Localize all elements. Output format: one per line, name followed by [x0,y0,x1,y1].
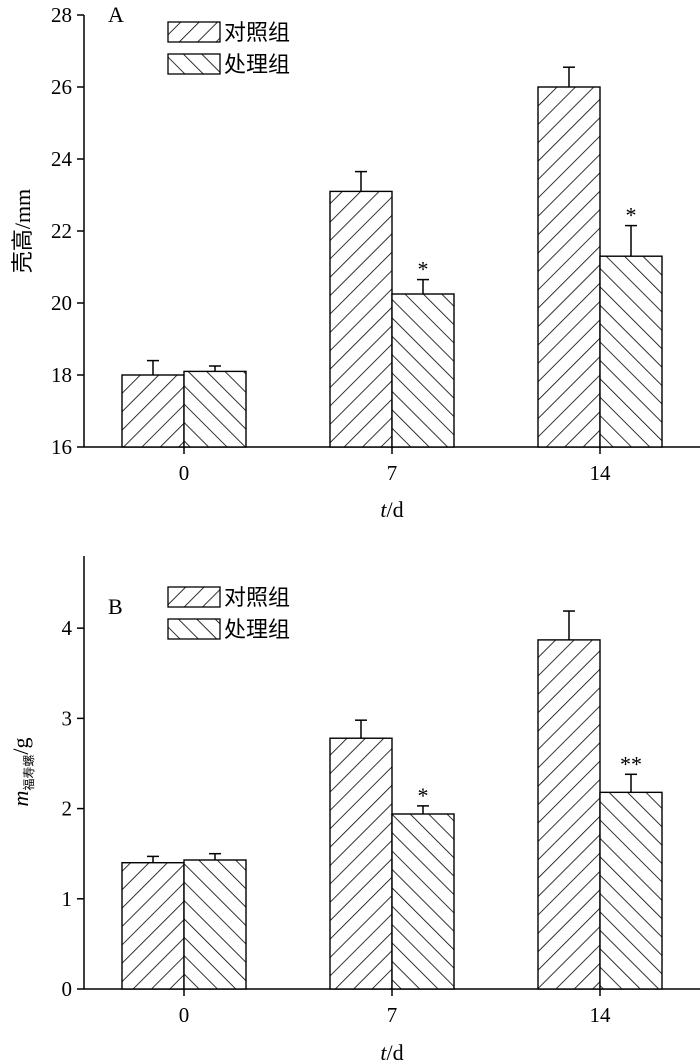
significance-marker: ** [620,751,642,776]
bar-control [121,862,185,990]
bar-treatment [183,859,247,990]
x-tick-label: 0 [179,461,190,485]
bar-control [537,86,601,448]
chart-panel-a: A 16 18 20 22 24 26 28 0 7 14 * * 对照组 处理组 壳高/mm t… [10,2,700,522]
x-tick-label: 7 [387,461,398,485]
y-tick-label: 26 [51,75,72,99]
bar-treatment [599,791,663,990]
y-tick-label: 2 [62,797,73,821]
bar-treatment [599,255,663,448]
y-tick-label: 20 [51,291,72,315]
significance-marker: * [626,203,637,228]
panel-label-a: A [108,2,124,27]
y-tick-label: 0 [62,977,73,1001]
x-tick-label: 7 [387,1003,398,1027]
y-tick-label: 1 [62,887,73,911]
x-tick-label: 14 [590,461,612,485]
x-axis-label-b: t/d [380,1040,403,1064]
x-tick-label: 0 [179,1003,190,1027]
bar-control [121,374,185,448]
legend-swatch-control-b [167,586,221,608]
y-axis-label-a: 壳高/mm [10,189,35,273]
bar-control [537,639,601,990]
bar-treatment [391,813,455,990]
y-axis-label-b: m福寿螺/g [8,737,36,806]
legend-swatch-treatment [167,53,221,75]
panel-label-b: B [108,594,123,619]
y-tick-label: 16 [51,435,72,459]
y-tick-label: 4 [62,616,73,640]
significance-marker: * [418,783,429,808]
legend-label-control: 对照组 [224,20,290,45]
bar-treatment [391,293,455,448]
y-tick-label: 28 [51,3,72,27]
legend-swatch-control [167,21,221,43]
significance-marker: * [418,257,429,282]
legend-label-treatment-b: 处理组 [224,617,290,642]
x-axis-label-a: t/d [380,497,403,522]
legend-swatch-treatment-b [167,618,221,640]
bar-control [329,190,393,448]
y-tick-label: 24 [51,147,73,171]
legend-label-treatment: 处理组 [224,52,290,77]
y-tick-label: 18 [51,363,72,387]
bar-control [329,737,393,990]
x-tick-label: 14 [590,1003,612,1027]
legend-label-control-b: 对照组 [224,585,290,610]
y-tick-label: 3 [62,706,73,730]
y-tick-label: 22 [51,219,72,243]
bar-treatment [183,370,247,448]
